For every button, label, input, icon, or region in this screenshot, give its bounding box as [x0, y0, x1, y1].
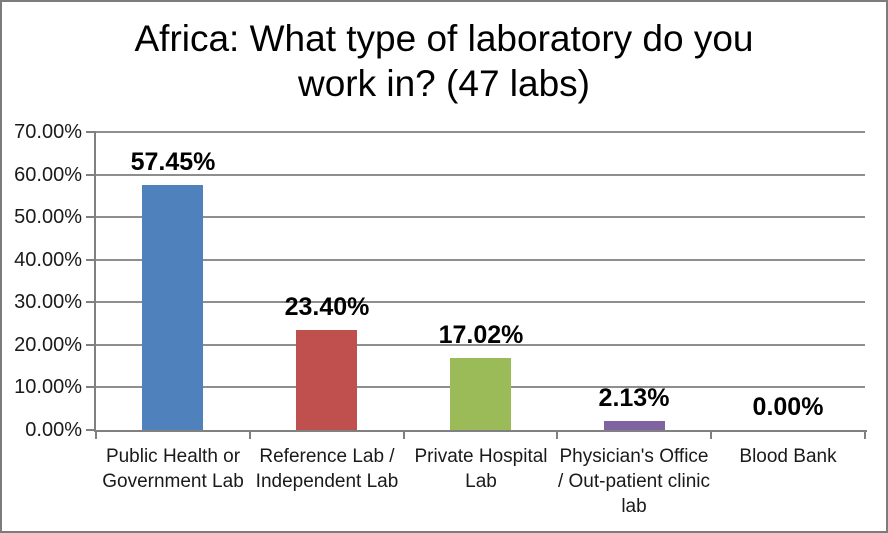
x-axis-label: Physician's Office / Out-patient clinic …: [557, 446, 711, 517]
bar: [450, 358, 511, 430]
gridline: [96, 301, 865, 303]
y-axis-tick: [86, 344, 96, 346]
x-axis-tick: [556, 430, 558, 439]
x-axis-tick: [249, 430, 251, 439]
chart-title: Africa: What type of laboratory do you w…: [134, 18, 754, 104]
bar-value-label: 2.13%: [598, 384, 670, 412]
y-axis-line: [94, 132, 96, 432]
x-axis-label: Reference Lab / Independent Lab: [255, 446, 399, 492]
y-axis-tick: [86, 259, 96, 261]
y-axis-tick: [86, 429, 96, 431]
gridline: [96, 216, 865, 218]
y-axis-label: 10.00%: [14, 376, 82, 398]
x-axis-tick: [95, 430, 97, 439]
x-axis-label: Private Hospital Lab: [414, 446, 548, 492]
y-axis-tick: [86, 216, 96, 218]
y-axis-label: 60.00%: [14, 164, 82, 186]
x-axis-tick: [710, 430, 712, 439]
gridline: [96, 259, 865, 261]
bar: [604, 421, 665, 430]
y-axis-tick: [86, 131, 96, 133]
y-axis-label: 70.00%: [14, 121, 82, 143]
y-axis-label: 20.00%: [14, 334, 82, 356]
x-axis-line: [94, 430, 867, 432]
y-axis-tick: [86, 386, 96, 388]
y-axis-tick: [86, 301, 96, 303]
x-axis-tick: [864, 430, 866, 439]
bar-value-label: 23.40%: [284, 293, 370, 321]
gridline: [96, 131, 865, 133]
y-axis-label: 0.00%: [25, 419, 82, 441]
bar-value-label: 57.45%: [130, 148, 216, 176]
y-axis-tick: [86, 174, 96, 176]
x-axis-label: Public Health or Government Lab: [102, 446, 244, 492]
gridline: [96, 344, 865, 346]
bar-value-label: 0.00%: [752, 393, 824, 421]
y-axis-label: 40.00%: [14, 249, 82, 271]
y-axis-label: 50.00%: [14, 206, 82, 228]
y-axis-label: 30.00%: [14, 291, 82, 313]
gridline: [96, 174, 865, 176]
x-axis-label: Blood Bank: [739, 446, 837, 467]
bar: [296, 330, 357, 430]
x-axis-tick: [403, 430, 405, 439]
bar: [142, 185, 203, 430]
bar-value-label: 17.02%: [438, 321, 524, 349]
